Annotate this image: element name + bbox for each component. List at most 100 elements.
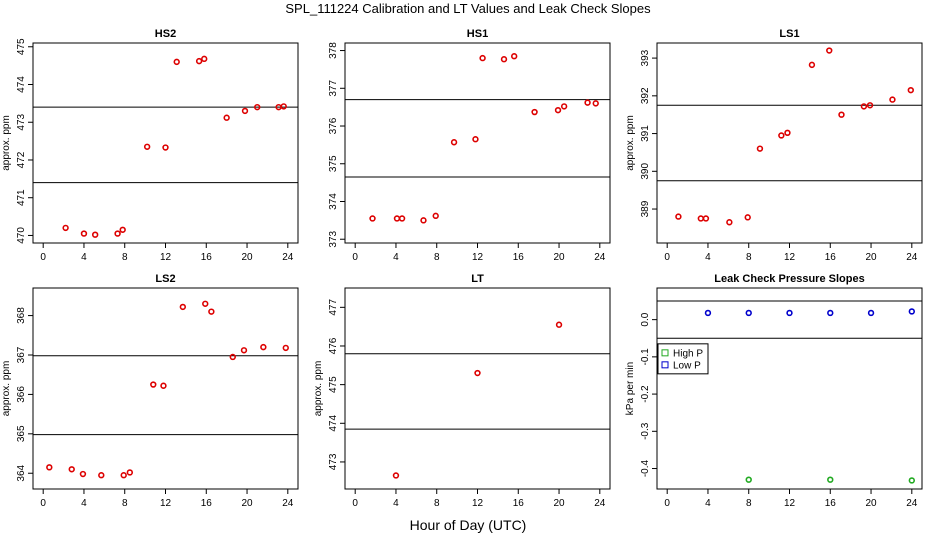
x-tick-label: 0 [40, 498, 46, 509]
y-tick-label: -0.2 [640, 385, 651, 403]
data-point [179, 303, 187, 311]
panel-title: LS1 [779, 28, 799, 40]
legend-marker [661, 361, 669, 369]
y-tick-label: 376 [328, 117, 339, 134]
x-tick-label: 20 [241, 498, 253, 509]
y-tick-label: 390 [640, 163, 651, 180]
y-tick-label: 367 [16, 346, 27, 363]
data-point [392, 472, 400, 479]
x-tick-label: 12 [472, 252, 484, 263]
y-tick-label: 392 [640, 87, 651, 104]
data-point [889, 96, 896, 103]
y-tick-label: 476 [328, 337, 339, 354]
y-tick-label: -0.1 [640, 348, 651, 366]
x-tick-label: 4 [705, 252, 711, 263]
x-tick-label: 4 [393, 252, 399, 263]
y-tick-label: -0.3 [640, 422, 651, 440]
x-tick-label: 4 [705, 498, 711, 509]
y-tick-label: 472 [16, 151, 27, 168]
x-tick-label: 16 [201, 498, 213, 509]
plot-frame [344, 287, 611, 490]
x-tick-label: 24 [282, 252, 294, 263]
data-point [704, 309, 712, 317]
x-tick-label: 20 [553, 252, 565, 263]
panel-title: LT [471, 273, 484, 285]
y-axis-label: approx. ppm [313, 361, 324, 417]
x-tick-label: 8 [746, 252, 752, 263]
data-point [745, 476, 752, 483]
data-point [173, 58, 180, 66]
y-tick-label: 0.0 [640, 312, 651, 326]
data-point [280, 103, 287, 110]
x-tick-label: 4 [393, 498, 399, 509]
chart-panel-1: HS2 0 4 8 12 16 20 24 470 471 472 473 474 475 approx. … [1, 28, 299, 263]
data-point [907, 86, 914, 94]
data-point [450, 139, 458, 146]
chart-panel-6: Leak Check Pressure Slopes 0 4 8 12 16 20 24 0.0… [625, 273, 923, 509]
data-point [369, 215, 376, 222]
y-tick-label: 364 [16, 464, 27, 481]
x-tick-label: 0 [664, 252, 670, 263]
x-tick-label: 24 [282, 498, 294, 509]
data-point [240, 347, 248, 354]
x-tick-label: 20 [241, 252, 253, 263]
data-point [697, 215, 705, 222]
data-point [827, 476, 834, 483]
data-point [202, 300, 209, 307]
data-point [98, 472, 105, 479]
x-tick-label: 12 [472, 498, 484, 509]
y-tick-label: 368 [16, 307, 27, 324]
chart-panel-2: HS1 0 4 8 12 16 20 24 373 374 375 376 377 378 [328, 28, 611, 263]
y-tick-label: 389 [640, 200, 651, 217]
y-axis-label: approx. ppm [625, 115, 636, 171]
chart-panel-4: LS2 0 4 8 12 16 20 24 364 365 366 367 368 approx. ppm [1, 273, 299, 509]
y-tick-label: 374 [328, 193, 339, 210]
y-tick-label: 477 [328, 299, 339, 316]
y-tick-label: -0.4 [640, 459, 651, 477]
data-point [808, 61, 816, 69]
data-point [393, 215, 401, 222]
data-point [784, 129, 791, 137]
data-point [778, 132, 785, 139]
x-tick-label: 24 [906, 498, 918, 509]
chart-panel-3: LS1 0 4 8 12 16 20 24 389 390 391 392 393 approx. ppm [625, 28, 923, 263]
x-tick-label: 20 [865, 252, 877, 263]
y-tick-label: 474 [328, 415, 339, 432]
data-point [756, 145, 764, 152]
data-point [398, 215, 406, 222]
data-point [867, 309, 875, 317]
data-point [472, 136, 479, 143]
y-tick-label: 473 [16, 113, 27, 130]
y-tick-label: 391 [640, 125, 651, 142]
x-tick-label: 4 [81, 498, 87, 509]
data-point [860, 103, 868, 110]
data-point [827, 309, 834, 317]
y-tick-label: 470 [16, 227, 27, 244]
data-point [554, 106, 562, 114]
x-tick-label: 12 [160, 252, 172, 263]
data-point [68, 466, 75, 473]
data-point [208, 308, 215, 315]
data-point [560, 103, 568, 110]
panel-title: HS2 [155, 28, 176, 40]
y-tick-label: 475 [16, 38, 27, 55]
data-point [826, 47, 833, 54]
data-point [531, 108, 538, 116]
plot-frame [656, 42, 923, 244]
x-tick-label: 8 [122, 252, 128, 263]
y-tick-label: 375 [328, 155, 339, 172]
x-axis-title: Hour of Day (UTC) [409, 517, 527, 533]
legend-label: Low P [673, 360, 701, 371]
legend-box [657, 343, 709, 375]
data-point [79, 470, 87, 478]
data-point [702, 215, 710, 222]
y-tick-label: 473 [328, 453, 339, 470]
data-point [160, 382, 167, 389]
data-point [143, 143, 151, 150]
x-tick-label: 24 [906, 252, 918, 263]
x-tick-label: 12 [784, 252, 796, 263]
data-point [126, 469, 134, 476]
data-point [555, 321, 563, 328]
x-tick-label: 24 [594, 498, 606, 509]
